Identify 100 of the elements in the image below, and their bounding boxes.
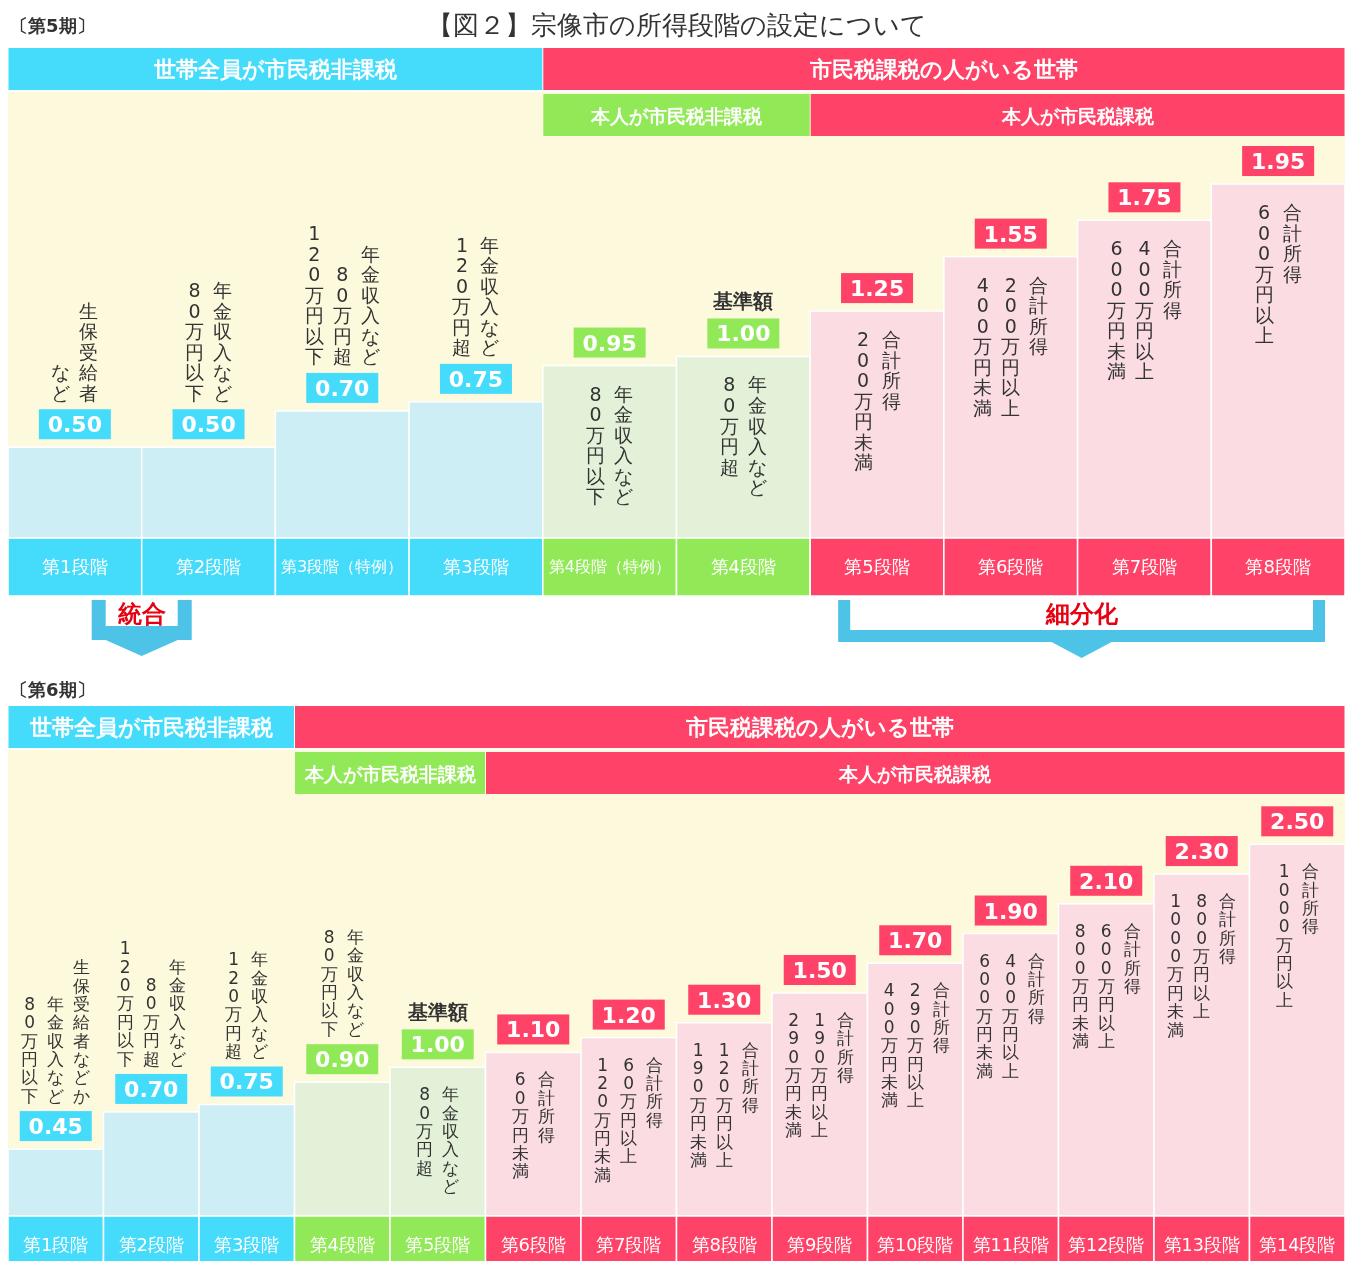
x-tick-label: 第2段階	[118, 1234, 184, 1255]
annotation: 合計所得	[932, 980, 950, 1056]
data-label: 1.90	[983, 898, 1038, 924]
annotation: 生保受給者などか	[72, 957, 91, 1106]
annotation: 290万円未満	[785, 1009, 803, 1141]
annotation: 80万円超	[416, 1084, 434, 1178]
x-tick-label: 第4段階	[309, 1234, 375, 1255]
x-tick-label: 第3段階（特例）	[281, 557, 404, 577]
annotation: 400万円以上	[1002, 950, 1020, 1081]
annotation: 800万円未満	[1071, 920, 1089, 1051]
x-tick-label: 第13段階	[1163, 1234, 1240, 1255]
annotation: 60万円未満	[511, 1069, 529, 1182]
x-tick-label: 第8段階	[691, 1234, 757, 1255]
annotation: 年金収入など	[346, 927, 364, 1039]
annotation: 合計所得	[741, 1039, 759, 1115]
annotation: など	[51, 361, 71, 404]
annotation: 600万円未満	[976, 950, 994, 1081]
annotation: 800万円以上	[1193, 891, 1211, 1022]
x-tick-label: 第12段階	[1068, 1234, 1145, 1255]
x-tick-label: 第6段階	[500, 1234, 566, 1255]
annotation: 年金収入など	[251, 949, 269, 1062]
data-label: 0.50	[181, 412, 236, 438]
annotation: 合計所得	[537, 1069, 555, 1145]
annotation: 1000万円未満	[1167, 891, 1185, 1040]
x-tick-label: 第7段階	[1111, 556, 1178, 577]
chart-subtitle: 〔第6期〕	[10, 679, 95, 700]
data-label: 1.50	[792, 957, 847, 983]
chart-subtitle: 〔第5期〕	[10, 15, 95, 36]
x-tick-label: 第6段階	[978, 556, 1044, 577]
text: 統合	[116, 600, 166, 628]
x-tick-label: 第10段階	[877, 1234, 954, 1255]
text: 市民税課税の人がいる世帯	[684, 715, 954, 740]
annotation: 120万円以下	[304, 222, 324, 368]
annotation: 80万円以下	[21, 993, 39, 1106]
annotation: 年金収入など	[47, 993, 65, 1106]
data-label: 0.50	[47, 412, 102, 438]
annotation: 600万円以上	[1254, 201, 1274, 347]
data-label: 1.30	[697, 987, 752, 1013]
x-tick-label: 第14段階	[1259, 1234, 1336, 1255]
data-label: 1.00	[410, 1032, 465, 1058]
annotation: 合計所得	[1123, 920, 1141, 996]
annotation: 年金収入など	[168, 956, 186, 1069]
annotation: 60万円以上	[620, 1054, 638, 1167]
x-tick-label: 第8段階	[1245, 556, 1311, 577]
x-tick-label: 第5段階	[844, 556, 910, 577]
x-tick-label: 第4段階（特例）	[548, 557, 671, 577]
chart-title: 【図２】宗像市の所得段階の設定について	[426, 10, 927, 40]
annotation: 120万円以下	[116, 938, 134, 1069]
annotation: 年金収入など	[213, 279, 233, 404]
data-label: 1.95	[1251, 149, 1306, 175]
x-tick-label: 第3段階	[443, 556, 509, 577]
text: 本人が市民税課税	[1000, 105, 1155, 127]
annotation: 合計所得	[646, 1054, 664, 1130]
x-tick-label: 第3段階	[214, 1234, 280, 1255]
annotation: 80万円超	[719, 373, 739, 478]
data-label: 0.95	[582, 330, 637, 356]
annotation: 120万円以上	[715, 1039, 733, 1170]
annotation: 200万円未満	[853, 328, 873, 474]
annotation: 年金収入など	[747, 373, 767, 499]
annotation: 合計所得	[881, 328, 901, 412]
annotation: 80万円超	[332, 263, 352, 368]
annotation: 合計所得	[1301, 861, 1319, 937]
x-tick-label: 第9段階	[787, 1234, 853, 1255]
annotation: 合計所得	[1029, 273, 1049, 358]
annotation: 190万円以上	[811, 1009, 829, 1141]
data-label: 2.50	[1270, 809, 1325, 835]
annotation: 生保受給者	[78, 299, 99, 404]
annotation: 80万円超	[142, 975, 160, 1069]
data-label: 1.75	[1117, 185, 1172, 211]
annotation: 年金収入など	[614, 382, 634, 508]
annotation: 190万円未満	[689, 1039, 707, 1170]
annotation: 1000万円以上	[1275, 861, 1293, 1010]
annotation: 合計所得	[1282, 201, 1302, 285]
x-tick-label: 第2段階	[175, 556, 242, 577]
annotation: 600万円未満	[1106, 237, 1126, 383]
annotation: 基準額	[406, 1000, 468, 1025]
data-label: 1.10	[506, 1017, 561, 1043]
data-label: 1.25	[849, 276, 905, 302]
annotation: 合計所得	[1219, 891, 1237, 967]
x-tick-label: 第7段階	[596, 1234, 662, 1255]
text: 本人が市民税課税	[838, 763, 993, 785]
data-label: 0.75	[448, 366, 504, 392]
x-tick-label: 第11段階	[972, 1234, 1049, 1255]
data-label: 0.70	[315, 375, 370, 401]
x-tick-label: 第1段階	[42, 556, 108, 577]
annotation: 年金収入など	[480, 233, 500, 359]
data-label: 1.20	[601, 1002, 656, 1028]
annotation: 年金収入など	[442, 1084, 460, 1197]
data-label: 1.00	[716, 321, 771, 347]
text: 本人が市民税非課税	[590, 105, 763, 127]
x-tick-label: 第1段階	[23, 1234, 89, 1255]
annotation: 年金収入など	[360, 242, 380, 368]
annotation: 120万円超	[225, 949, 243, 1062]
annotation: 400万円未満	[880, 980, 898, 1111]
annotation: 200万円以上	[1001, 273, 1021, 419]
text: 世帯全員が市民税非課税	[28, 715, 274, 740]
data-label: 2.10	[1079, 868, 1134, 894]
data-label: 0.90	[315, 1047, 370, 1073]
annotation: 合計所得	[1028, 950, 1046, 1026]
annotation: 400万円未満	[973, 273, 993, 419]
